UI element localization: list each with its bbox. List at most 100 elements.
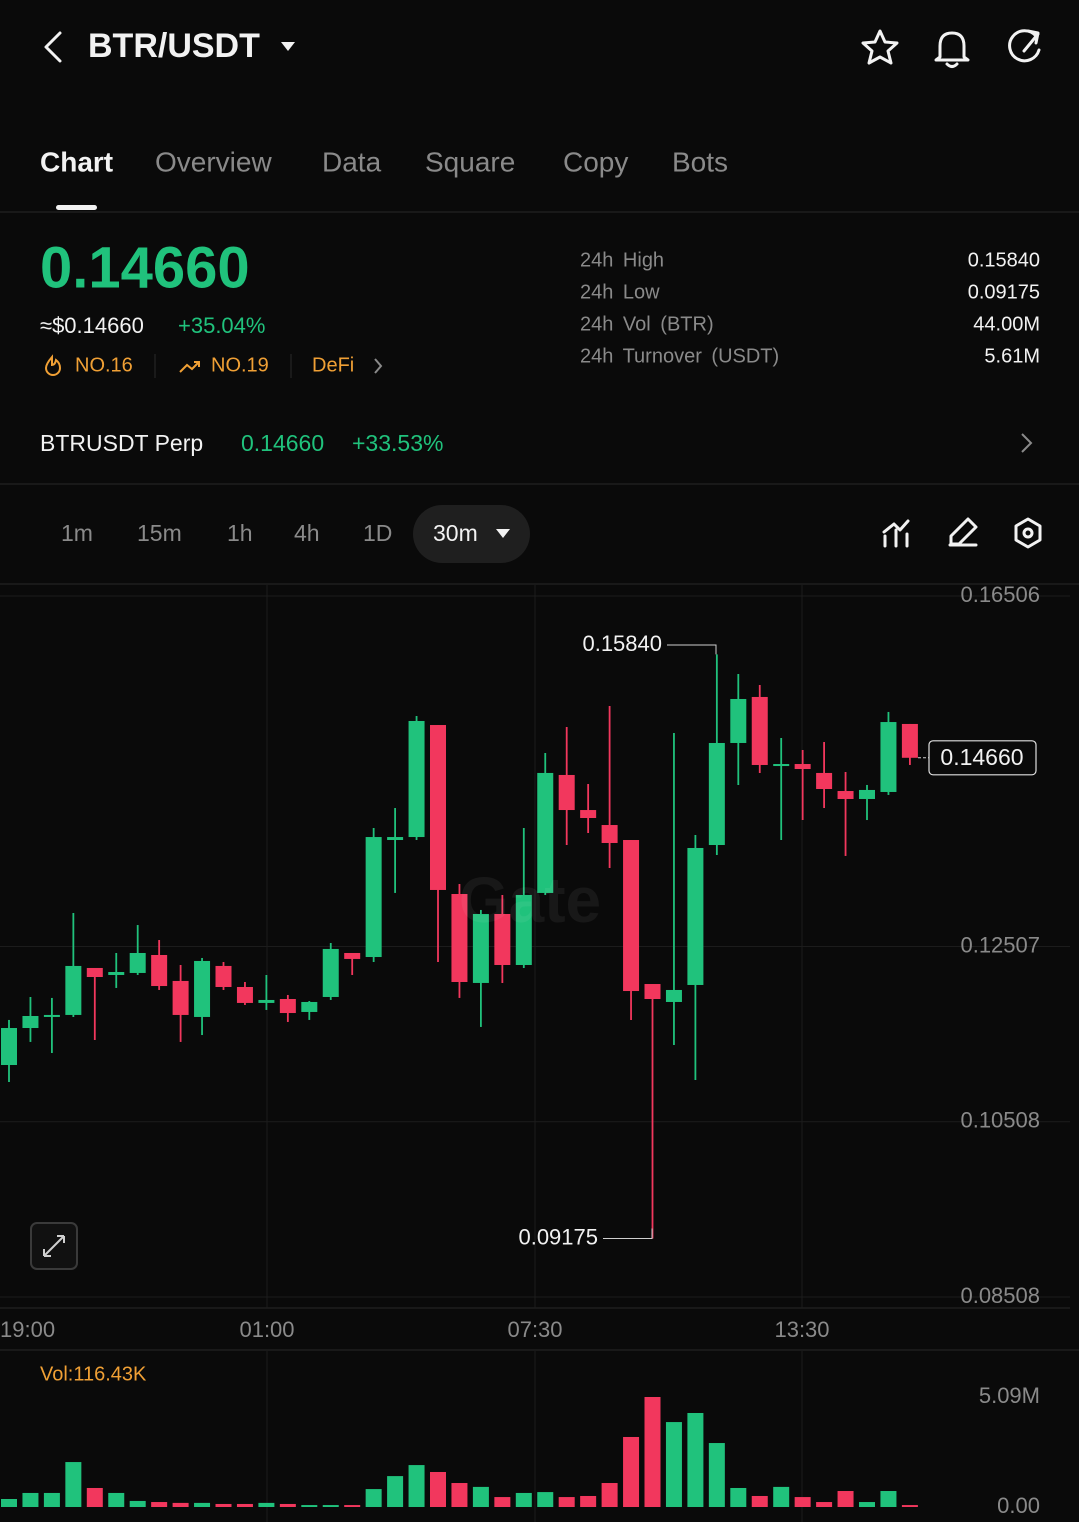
candle-body	[151, 955, 168, 987]
sector-badge[interactable]: DeFi	[312, 354, 354, 376]
candle-body	[65, 965, 82, 1015]
candle-body	[601, 825, 618, 843]
back-button[interactable]	[44, 31, 62, 63]
volume-bar	[880, 1491, 897, 1507]
volume-bar	[22, 1492, 39, 1507]
candle-body	[494, 913, 511, 965]
candle-body	[451, 893, 468, 982]
volume-bar	[494, 1497, 511, 1507]
candle-body	[236, 986, 253, 1003]
draw-button[interactable]	[948, 517, 978, 547]
volume-bar	[859, 1502, 875, 1507]
volume-bar	[301, 1505, 318, 1507]
perp-price: 0.14660	[241, 430, 324, 456]
share-button[interactable]	[1008, 29, 1041, 63]
pair-dropdown[interactable]	[281, 42, 295, 51]
volume-bar	[344, 1505, 361, 1507]
tab[interactable]: Chart	[40, 146, 113, 177]
stat-label: 24h Low	[580, 281, 660, 303]
volume-bar	[558, 1497, 575, 1507]
hot-icon	[44, 354, 62, 376]
rank-badge[interactable]: NO.19	[211, 354, 269, 376]
candle-body	[901, 723, 918, 758]
candlestick-chart: 0.08508 0.10508 0.12507 0.16506 19:00 01:00 07…	[0, 582, 1070, 1522]
settings-button-center	[1022, 527, 1034, 539]
stat-label: 24h High	[580, 249, 664, 271]
candle-body	[730, 698, 747, 743]
volume-bar	[623, 1436, 640, 1507]
low-label: 0.09175	[518, 1224, 598, 1249]
candle-body	[773, 764, 790, 767]
settings-button[interactable]	[1014, 517, 1042, 549]
tab[interactable]: Square	[425, 146, 515, 177]
volume-bar	[279, 1503, 296, 1507]
interval-selected-pill[interactable]	[413, 505, 530, 563]
interval[interactable]: 4h	[294, 520, 320, 546]
candle-body	[472, 913, 489, 983]
favorite-button[interactable]	[861, 29, 899, 65]
stat-value: 0.15840	[968, 249, 1040, 271]
tab[interactable]: Overview	[155, 146, 272, 177]
volume-bar	[108, 1492, 125, 1507]
chevron[interactable]	[1021, 433, 1033, 453]
stat-label: 24h Turnover (USDT)	[580, 345, 779, 367]
candle-body	[43, 1014, 60, 1017]
candle-body	[816, 772, 833, 789]
candle-body	[837, 791, 854, 799]
last-price-box	[928, 740, 1037, 776]
fullscreen-icon	[43, 1235, 65, 1257]
stat-value: 44.00M	[973, 313, 1040, 335]
interval[interactable]: 1h	[227, 520, 253, 546]
interval[interactable]: 15m	[137, 520, 182, 546]
tab[interactable]: Bots	[672, 146, 728, 177]
volume-bar	[816, 1502, 833, 1507]
interval-dropdown[interactable]	[496, 529, 510, 538]
perp-name[interactable]: BTRUSDT Perp	[40, 430, 203, 456]
candle-body	[387, 837, 404, 841]
volume-bar	[751, 1495, 768, 1507]
volume-bar	[773, 1486, 790, 1507]
volume-bar	[794, 1497, 811, 1507]
volume-bar	[322, 1505, 339, 1507]
volume-bar	[730, 1487, 747, 1507]
candle-body	[880, 722, 897, 792]
candle-body	[644, 984, 661, 1000]
candle-body	[86, 967, 103, 978]
volume-bar	[601, 1483, 618, 1507]
alert-button[interactable]	[934, 31, 970, 68]
volume-bar	[408, 1465, 425, 1507]
volume-bar	[1, 1499, 17, 1507]
tab[interactable]: Data	[322, 146, 382, 177]
volume-bar	[837, 1491, 854, 1507]
tab[interactable]: Copy	[563, 146, 628, 177]
price-change: +35.04%	[178, 313, 265, 338]
interval[interactable]: 1D	[363, 520, 392, 546]
candle-body	[129, 952, 146, 973]
volume-bar	[687, 1412, 704, 1507]
interval[interactable]: 1m	[61, 520, 93, 546]
perp-change: +33.53%	[352, 430, 443, 456]
candle-body	[408, 720, 425, 838]
candle-body	[365, 837, 382, 958]
interval[interactable]: 30m	[433, 520, 478, 546]
volume-bar	[451, 1483, 468, 1507]
volume-bar	[65, 1462, 82, 1507]
candle-body	[794, 764, 811, 770]
candle-body	[1, 1028, 17, 1065]
candle-body	[751, 696, 768, 765]
volume-title: Vol:116.43K	[40, 1363, 147, 1385]
x-tick-label: 07:30	[507, 1317, 562, 1342]
last-price: 0.14660	[40, 235, 250, 300]
x-tick-label: 13:30	[774, 1317, 829, 1342]
candle-body	[301, 1001, 318, 1012]
y-tick-label: 0.00	[997, 1493, 1040, 1518]
y-tick-label: 5.09M	[979, 1383, 1040, 1408]
candle-body	[108, 972, 125, 975]
pair-title[interactable]: BTR/USDT	[88, 27, 260, 65]
rank-badge[interactable]: NO.16	[75, 354, 133, 376]
volume-bar	[901, 1505, 918, 1507]
indicators-button[interactable]	[882, 519, 910, 548]
candle-body	[22, 1016, 39, 1029]
